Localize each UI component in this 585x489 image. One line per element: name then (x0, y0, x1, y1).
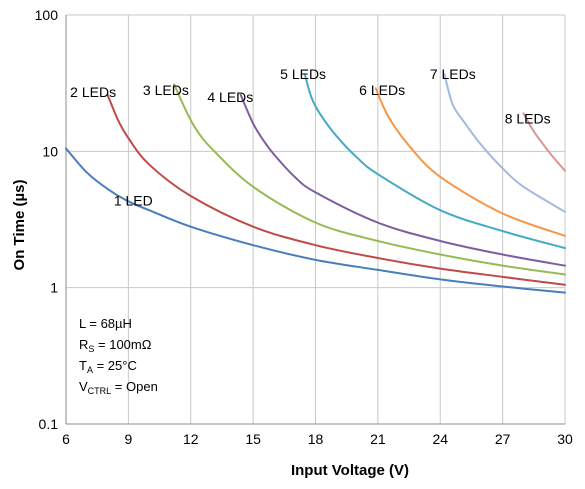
series-label-6: 6 LEDs (359, 82, 405, 98)
y-axis-title: On Time (µs) (11, 180, 28, 271)
rs-value: = 100mΩ (94, 337, 151, 352)
axes: 6 9 12 15 18 21 24 27 30 0.1 1 10 100 (35, 7, 573, 447)
series-line-4 (239, 93, 566, 267)
condition-sense-resistor: RS = 100mΩ (79, 337, 152, 354)
series-line-8 (522, 112, 566, 172)
series-label-5: 5 LEDs (280, 66, 326, 82)
vctrl-main: V (79, 379, 88, 394)
x-tick-label: 30 (557, 431, 573, 447)
y-tick-label: 0.1 (39, 416, 59, 432)
rs-sub: S (88, 344, 94, 354)
series-label-3: 3 LEDs (143, 82, 189, 98)
y-tick-label: 10 (42, 143, 58, 159)
y-tick-label: 100 (35, 7, 59, 23)
x-tick-label: 6 (62, 431, 70, 447)
series-group (65, 72, 566, 294)
condition-vctrl: VCTRL = Open (79, 379, 158, 396)
series-line-2 (106, 93, 566, 286)
x-tick-label: 24 (432, 431, 448, 447)
rs-main: R (79, 337, 88, 352)
x-tick-label: 18 (308, 431, 324, 447)
condition-inductance: L = 68µH (79, 316, 132, 331)
series-line-7 (443, 72, 566, 213)
y-tick-label: 1 (50, 280, 58, 296)
vctrl-value: = Open (111, 379, 158, 394)
labels-group: 1 LED 2 LEDs 3 LEDs 4 LEDs 5 LEDs 6 LEDs 7 LED… (70, 66, 550, 209)
ta-value: = 25°C (93, 358, 137, 373)
x-tick-label: 12 (183, 431, 199, 447)
series-label-7: 7 LEDs (430, 66, 476, 82)
series-line-5 (304, 74, 566, 250)
conditions-box: L = 68µH RS = 100mΩ TA = 25°C VCTRL = Op… (79, 316, 158, 396)
series-label-4: 4 LEDs (207, 89, 253, 105)
series-label-8: 8 LEDs (505, 111, 551, 127)
x-tick-label: 21 (370, 431, 386, 447)
x-tick-label: 27 (495, 431, 511, 447)
x-tick-label: 15 (245, 431, 261, 447)
series-line-1 (65, 147, 566, 294)
x-axis-title: Input Voltage (V) (291, 462, 409, 479)
x-tick-label: 9 (124, 431, 132, 447)
series-label-1: 1 LED (114, 193, 153, 209)
ta-main: T (79, 358, 87, 373)
condition-temperature: TA = 25°C (79, 358, 137, 375)
vctrl-sub: CTRL (88, 386, 112, 396)
series-line-6 (374, 87, 566, 237)
series-label-2: 2 LEDs (70, 84, 116, 100)
ta-sub: A (87, 365, 93, 375)
series-line-3 (173, 83, 566, 276)
